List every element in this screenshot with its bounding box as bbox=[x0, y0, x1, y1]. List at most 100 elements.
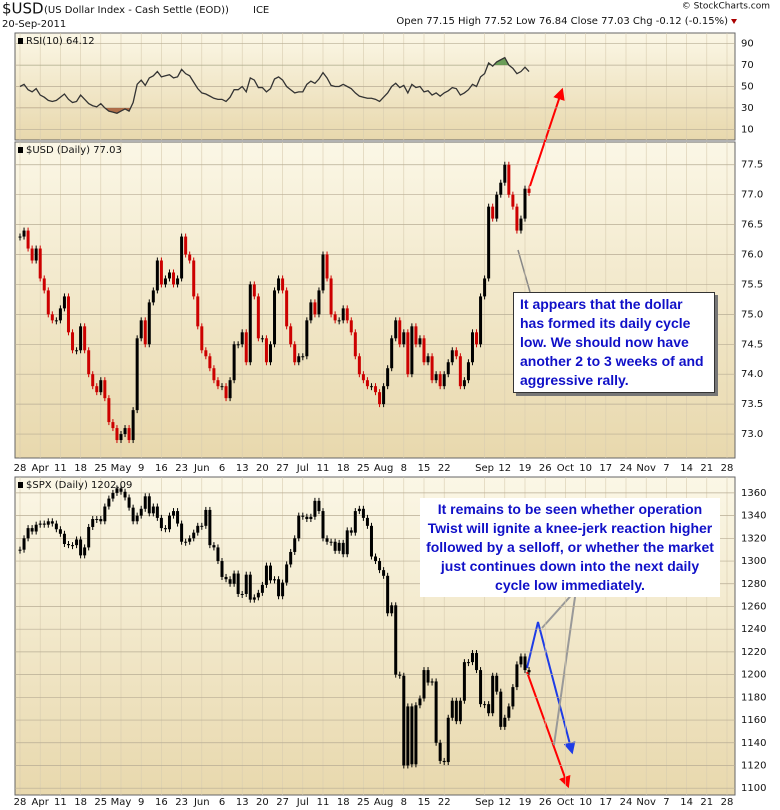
candle bbox=[46, 290, 50, 315]
candle bbox=[317, 290, 321, 315]
candle bbox=[329, 278, 333, 315]
candle bbox=[200, 326, 204, 351]
candle bbox=[454, 350, 458, 357]
candle bbox=[277, 579, 281, 597]
candle bbox=[491, 206, 495, 219]
symbol: $USD bbox=[2, 0, 44, 18]
candle bbox=[281, 582, 285, 597]
x-tick-label: May bbox=[111, 797, 132, 808]
candle bbox=[499, 182, 503, 195]
candle bbox=[123, 428, 127, 435]
candle bbox=[83, 326, 87, 351]
x-tick-label: 15 bbox=[418, 463, 431, 474]
candle bbox=[115, 488, 119, 493]
y-tick-label: 73.0 bbox=[741, 429, 763, 440]
candle bbox=[301, 515, 305, 517]
candle bbox=[410, 326, 414, 375]
candle bbox=[159, 517, 163, 529]
candle bbox=[321, 511, 325, 539]
candle bbox=[232, 573, 236, 584]
x-tick-label: 9 bbox=[138, 463, 144, 474]
x-tick-label: 28 bbox=[14, 463, 27, 474]
candle bbox=[345, 530, 349, 555]
candle bbox=[107, 398, 111, 423]
x-tick-label: Jun bbox=[193, 463, 210, 474]
candle bbox=[418, 338, 422, 345]
x-tick-label: 25 bbox=[94, 463, 107, 474]
candle bbox=[418, 698, 422, 706]
candle bbox=[313, 500, 317, 517]
x-tick-label: 24 bbox=[620, 797, 633, 808]
candle bbox=[264, 338, 268, 363]
candle bbox=[244, 332, 248, 363]
y-tick-label: 1300 bbox=[741, 556, 766, 567]
candle bbox=[398, 674, 402, 676]
x-tick-label: 24 bbox=[620, 463, 633, 474]
candle bbox=[26, 230, 30, 249]
candle bbox=[71, 545, 75, 547]
candle bbox=[131, 507, 135, 522]
candle bbox=[18, 236, 22, 238]
y-tick-label: 77.5 bbox=[741, 160, 763, 171]
candle bbox=[151, 290, 155, 303]
x-tick-label: 21 bbox=[700, 463, 713, 474]
x-tick-label: 12 bbox=[498, 463, 511, 474]
x-tick-label: Apr bbox=[32, 797, 50, 808]
candle bbox=[155, 260, 159, 291]
candle bbox=[378, 392, 382, 405]
candle bbox=[438, 742, 442, 761]
y-tick-label: 1220 bbox=[741, 647, 766, 658]
candle bbox=[386, 575, 390, 614]
candle bbox=[167, 272, 171, 279]
x-tick-label: 6 bbox=[219, 797, 225, 808]
candle bbox=[159, 260, 163, 285]
candle bbox=[260, 584, 264, 593]
candle bbox=[236, 344, 240, 346]
x-tick-label: Jul bbox=[296, 797, 309, 808]
x-tick-label: 26 bbox=[539, 463, 552, 474]
candle bbox=[228, 579, 232, 584]
x-tick-label: 13 bbox=[236, 463, 249, 474]
candle bbox=[369, 386, 373, 388]
candle bbox=[523, 188, 527, 219]
x-tick-label: Sep bbox=[475, 463, 494, 474]
x-tick-label: 18 bbox=[337, 797, 350, 808]
candle bbox=[422, 338, 426, 363]
y-tick-label: 90 bbox=[741, 39, 754, 50]
candle bbox=[143, 320, 147, 345]
x-tick-label: Oct bbox=[557, 463, 574, 474]
candle bbox=[293, 344, 297, 363]
index-name: (US Dollar Index - Cash Settle (EOD)) bbox=[44, 5, 229, 16]
x-tick-label: 18 bbox=[74, 797, 87, 808]
candle bbox=[357, 356, 361, 375]
candle bbox=[83, 547, 87, 556]
y-tick-label: 1320 bbox=[741, 533, 766, 544]
candle bbox=[361, 508, 365, 518]
panel-title: $USD (Daily) 77.03 bbox=[26, 145, 122, 156]
candle bbox=[369, 525, 373, 557]
candle bbox=[394, 320, 398, 339]
x-tick-label: Apr bbox=[32, 463, 50, 474]
candle bbox=[147, 496, 151, 514]
x-tick-label: 11 bbox=[54, 463, 67, 474]
candle bbox=[22, 230, 26, 237]
candle bbox=[151, 506, 155, 514]
candle bbox=[519, 218, 523, 231]
candle bbox=[42, 523, 46, 525]
candle bbox=[515, 206, 519, 231]
candle bbox=[511, 194, 515, 207]
candle bbox=[167, 515, 171, 530]
exchange: ICE bbox=[253, 5, 269, 16]
candle bbox=[462, 662, 466, 701]
candle bbox=[325, 538, 329, 542]
candle bbox=[289, 326, 293, 345]
candle bbox=[333, 541, 337, 551]
x-tick-label: 18 bbox=[337, 463, 350, 474]
candle bbox=[414, 705, 418, 765]
candle bbox=[499, 691, 503, 727]
candle bbox=[248, 284, 252, 363]
y-tick-label: 75.0 bbox=[741, 309, 763, 320]
candle bbox=[34, 524, 38, 532]
x-tick-label: 25 bbox=[357, 797, 370, 808]
